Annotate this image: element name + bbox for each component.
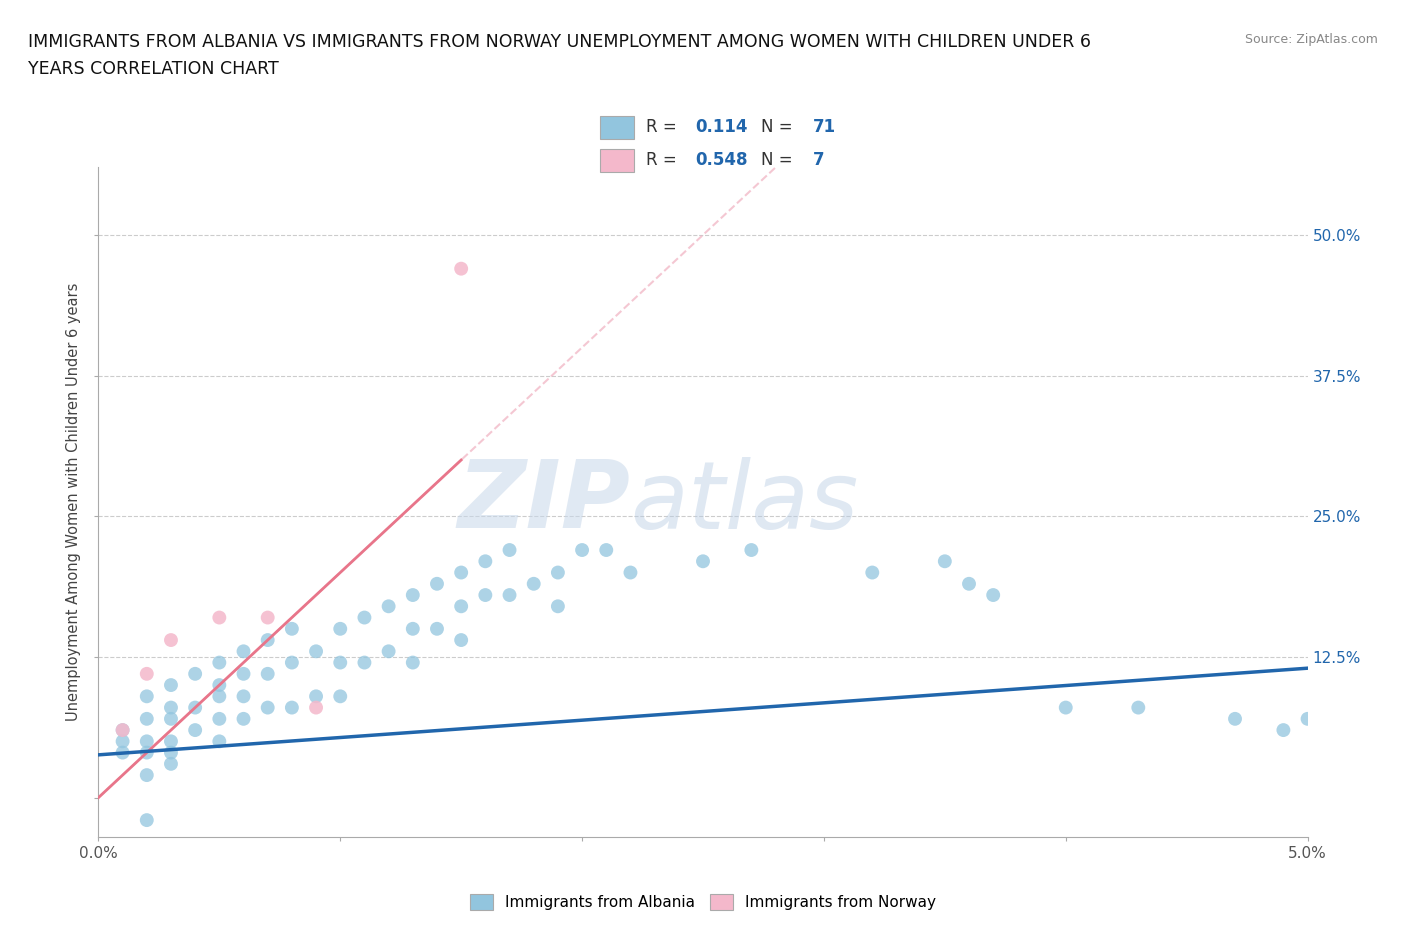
Point: [111, 734, 134, 749]
Text: 0.114: 0.114: [696, 118, 748, 136]
Point: [160, 632, 183, 647]
Point: [208, 655, 231, 670]
Point: [377, 644, 399, 658]
Point: [450, 261, 472, 276]
Text: ZIP: ZIP: [457, 457, 630, 548]
Point: [208, 734, 231, 749]
Point: [232, 711, 254, 726]
Point: [1128, 700, 1150, 715]
Point: [619, 565, 641, 580]
Point: [208, 689, 231, 704]
Point: [281, 621, 304, 636]
Point: [474, 588, 496, 603]
Point: [160, 700, 183, 715]
Y-axis label: Unemployment Among Women with Children Under 6 years: Unemployment Among Women with Children U…: [66, 283, 82, 722]
Point: [402, 588, 425, 603]
Point: [547, 565, 569, 580]
Point: [329, 655, 352, 670]
Point: [402, 655, 425, 670]
Point: [305, 644, 328, 658]
Point: [595, 542, 617, 557]
Point: [450, 565, 472, 580]
Text: 71: 71: [813, 118, 837, 136]
Point: [692, 554, 714, 569]
Point: [957, 577, 980, 591]
Point: [160, 678, 183, 693]
Point: [184, 667, 207, 682]
Point: [135, 734, 157, 749]
Point: [474, 554, 496, 569]
Point: [450, 632, 472, 647]
Point: [135, 813, 157, 828]
Point: [498, 542, 520, 557]
Point: [860, 565, 883, 580]
Legend: Immigrants from Albania, Immigrants from Norway: Immigrants from Albania, Immigrants from…: [464, 888, 942, 916]
Point: [111, 723, 134, 737]
Point: [135, 711, 157, 726]
Point: [184, 700, 207, 715]
Text: R =: R =: [647, 152, 682, 169]
Point: [160, 711, 183, 726]
Point: [571, 542, 593, 557]
Point: [547, 599, 569, 614]
Point: [135, 667, 157, 682]
Text: 7: 7: [813, 152, 825, 169]
Point: [184, 723, 207, 737]
Point: [256, 610, 278, 625]
Point: [160, 734, 183, 749]
Point: [740, 542, 762, 557]
Text: R =: R =: [647, 118, 682, 136]
Text: IMMIGRANTS FROM ALBANIA VS IMMIGRANTS FROM NORWAY UNEMPLOYMENT AMONG WOMEN WITH : IMMIGRANTS FROM ALBANIA VS IMMIGRANTS FR…: [28, 33, 1091, 50]
Text: atlas: atlas: [630, 457, 859, 548]
Point: [305, 700, 328, 715]
Text: N =: N =: [761, 152, 797, 169]
Point: [111, 745, 134, 760]
Point: [305, 689, 328, 704]
Point: [281, 655, 304, 670]
Point: [256, 667, 278, 682]
Bar: [600, 116, 634, 140]
Text: Source: ZipAtlas.com: Source: ZipAtlas.com: [1244, 33, 1378, 46]
Point: [208, 610, 231, 625]
Point: [353, 655, 375, 670]
Point: [1272, 723, 1295, 737]
Point: [329, 621, 352, 636]
Point: [111, 723, 134, 737]
Bar: [600, 149, 634, 172]
Point: [208, 711, 231, 726]
Point: [232, 667, 254, 682]
Point: [1054, 700, 1077, 715]
Point: [208, 678, 231, 693]
Point: [981, 588, 1004, 603]
Point: [329, 689, 352, 704]
Point: [135, 767, 157, 782]
Point: [281, 700, 304, 715]
Text: YEARS CORRELATION CHART: YEARS CORRELATION CHART: [28, 60, 278, 78]
Point: [232, 644, 254, 658]
Point: [426, 577, 449, 591]
Point: [135, 745, 157, 760]
Point: [256, 700, 278, 715]
Point: [934, 554, 956, 569]
Point: [426, 621, 449, 636]
Text: N =: N =: [761, 118, 797, 136]
Point: [256, 632, 278, 647]
Point: [498, 588, 520, 603]
Point: [1296, 711, 1319, 726]
Point: [160, 756, 183, 771]
Point: [1223, 711, 1246, 726]
Point: [232, 689, 254, 704]
Point: [523, 577, 546, 591]
Point: [353, 610, 375, 625]
Point: [160, 745, 183, 760]
Point: [377, 599, 399, 614]
Point: [135, 689, 157, 704]
Point: [402, 621, 425, 636]
Point: [450, 599, 472, 614]
Text: 0.548: 0.548: [696, 152, 748, 169]
